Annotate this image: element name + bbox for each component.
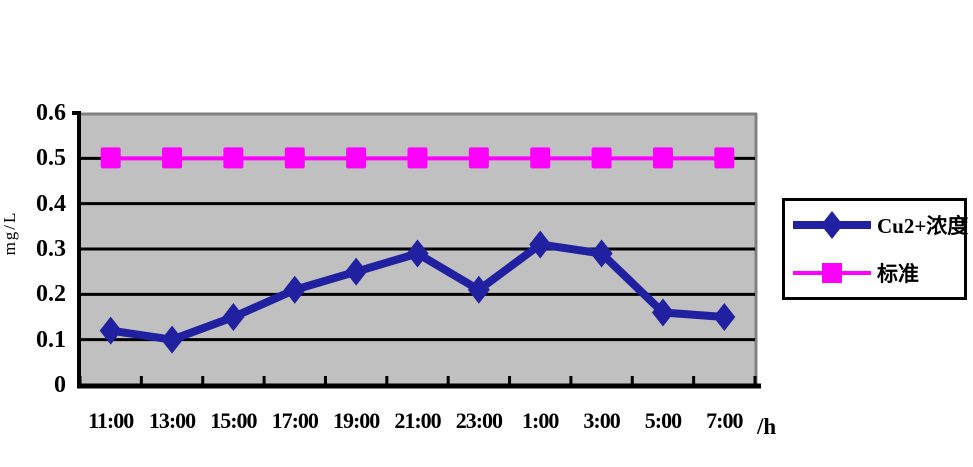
x-tick-label: 3:00 bbox=[583, 408, 620, 433]
marker-square bbox=[591, 147, 612, 169]
marker-diamond bbox=[529, 230, 552, 259]
y-tick-label: 0.4 bbox=[36, 190, 66, 217]
marker-square bbox=[468, 147, 489, 169]
marker-square bbox=[284, 147, 305, 169]
legend-item-standard: 标准 bbox=[785, 249, 964, 297]
marker-square bbox=[100, 147, 121, 169]
marker-square bbox=[162, 147, 183, 169]
marker-diamond bbox=[161, 325, 184, 354]
x-tick-label: 7:00 bbox=[706, 408, 743, 433]
x-tick-label: 21:00 bbox=[394, 408, 441, 433]
legend-diamond-marker-icon bbox=[793, 211, 871, 239]
marker-square bbox=[652, 147, 673, 169]
x-tick-label: 1:00 bbox=[522, 408, 559, 433]
x-tick-label: 11:00 bbox=[88, 408, 134, 433]
y-tick-label: 0.3 bbox=[36, 236, 66, 262]
marker-diamond bbox=[99, 316, 122, 345]
y-tick-label: 0.2 bbox=[36, 281, 66, 308]
marker-square bbox=[407, 147, 428, 169]
marker-square bbox=[714, 147, 735, 169]
marker-diamond bbox=[222, 303, 245, 331]
x-tick-label: 19:00 bbox=[332, 408, 380, 433]
legend-label-cu2-concentration: Cu2+浓度 bbox=[877, 214, 969, 238]
x-tick-label: 13:00 bbox=[148, 408, 196, 433]
y-tick-label: 0.5 bbox=[36, 145, 66, 172]
marker-diamond bbox=[713, 303, 736, 331]
marker-square bbox=[223, 147, 244, 169]
marker-square bbox=[346, 147, 367, 169]
legend-label-standard: 标准 bbox=[877, 262, 919, 286]
x-tick-label: 5:00 bbox=[644, 408, 682, 433]
legend: Cu2+浓度 标准 bbox=[782, 198, 968, 300]
marker-diamond bbox=[467, 275, 490, 304]
y-tick-label: 0.6 bbox=[36, 100, 66, 126]
x-tick-label: 17:00 bbox=[271, 408, 319, 433]
marker-diamond bbox=[406, 239, 429, 268]
legend-square-marker-icon bbox=[793, 263, 871, 283]
x-tick-label: 15:00 bbox=[210, 408, 257, 433]
x-axis-unit-label: /h bbox=[757, 414, 777, 439]
legend-item-cu2-concentration: Cu2+浓度 bbox=[785, 201, 968, 249]
marker-diamond bbox=[590, 239, 613, 268]
x-tick-label: 23:00 bbox=[455, 408, 503, 433]
marker-diamond bbox=[345, 257, 368, 286]
marker-diamond bbox=[283, 275, 306, 304]
marker-diamond bbox=[651, 298, 674, 327]
marker-square bbox=[530, 147, 551, 169]
y-tick-label: 0 bbox=[54, 372, 66, 398]
y-tick-label: 0.1 bbox=[36, 326, 66, 353]
